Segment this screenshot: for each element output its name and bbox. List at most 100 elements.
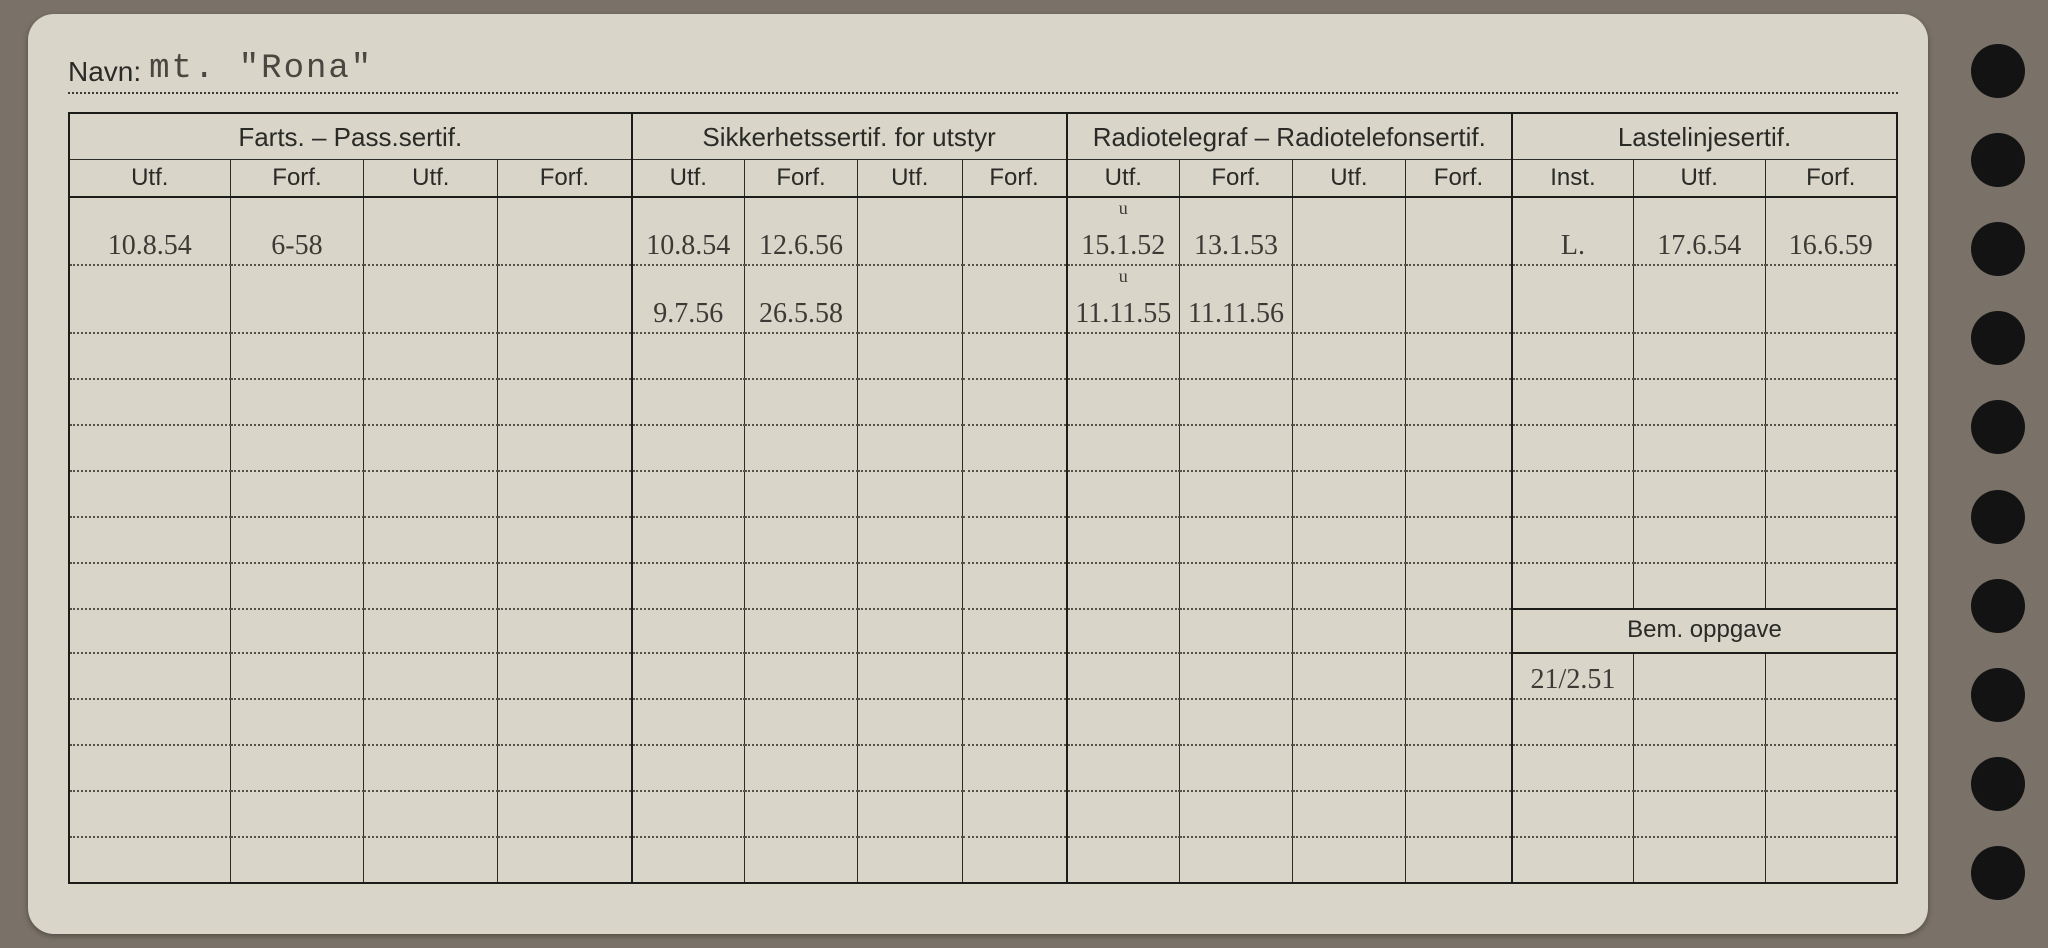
cell (1292, 379, 1405, 425)
cell (632, 471, 745, 517)
cell: 6-58 (230, 197, 364, 265)
cell (745, 563, 858, 609)
binder-hole (1971, 222, 2025, 276)
cell (745, 517, 858, 563)
cell (498, 471, 632, 517)
col-header: Forf. (230, 160, 364, 198)
cell (69, 653, 230, 699)
cell (69, 517, 230, 563)
column-header-row: Utf.Forf.Utf.Forf.Utf.Forf.Utf.Forf.Utf.… (69, 160, 1897, 198)
cell (1180, 791, 1293, 837)
cell (962, 333, 1067, 379)
cell (1405, 265, 1512, 333)
cell (1067, 471, 1180, 517)
cell (857, 563, 962, 609)
cell (1067, 791, 1180, 837)
col-header: Utf. (632, 160, 745, 198)
table-row (69, 333, 1897, 379)
section-sikkerhet: Sikkerhetssertif. for utstyr (632, 113, 1067, 160)
cell: 10.8.54 (632, 197, 745, 265)
cell (632, 653, 745, 699)
cell (1765, 517, 1897, 563)
cell (498, 425, 632, 471)
cell (1405, 197, 1512, 265)
cell (632, 609, 745, 653)
cell (69, 745, 230, 791)
cell (857, 379, 962, 425)
section-laste: Lastelinjesertif. (1512, 113, 1897, 160)
cell (1405, 563, 1512, 609)
table-row: 10.8.546-58 10.8.5412.6.56 u15.1.5213.1.… (69, 197, 1897, 265)
cell (230, 653, 364, 699)
cell (1765, 265, 1897, 333)
cell (1292, 791, 1405, 837)
cell (1633, 333, 1765, 379)
cell (857, 265, 962, 333)
cell (1067, 745, 1180, 791)
cell (1292, 471, 1405, 517)
cell: u15.1.52 (1067, 197, 1180, 265)
cell (1180, 471, 1293, 517)
cell (69, 379, 230, 425)
cell (1292, 197, 1405, 265)
cell (857, 517, 962, 563)
cell (230, 471, 364, 517)
col-header: Forf. (1180, 160, 1293, 198)
cell (230, 517, 364, 563)
cell (1292, 265, 1405, 333)
cell (364, 745, 498, 791)
cell (1180, 333, 1293, 379)
cell (69, 333, 230, 379)
cell (69, 609, 230, 653)
binder-hole (1971, 44, 2025, 98)
cell (364, 379, 498, 425)
cell (1292, 653, 1405, 699)
cell (1405, 745, 1512, 791)
cell (962, 699, 1067, 745)
cell (1633, 745, 1765, 791)
cell (498, 563, 632, 609)
cell (1405, 791, 1512, 837)
cell (1180, 745, 1293, 791)
name-label: Navn: (68, 56, 141, 88)
cell (1765, 425, 1897, 471)
binder-hole (1971, 757, 2025, 811)
cell (69, 425, 230, 471)
ledger-card: Navn: mt. "Rona" Farts. – Pass.sertif. S… (28, 14, 1928, 934)
cell (1512, 517, 1633, 563)
binder-holes (1958, 20, 2038, 928)
cell (364, 265, 498, 333)
cell (69, 791, 230, 837)
cell (1512, 563, 1633, 609)
cell (1765, 699, 1897, 745)
cell (1292, 837, 1405, 883)
cell (1292, 425, 1405, 471)
bem-header-row: Bem. oppgave (69, 609, 1897, 653)
binder-hole (1971, 490, 2025, 544)
cell (1512, 837, 1633, 883)
cell (745, 653, 858, 699)
cell (1067, 379, 1180, 425)
cell (1633, 699, 1765, 745)
cell (857, 609, 962, 653)
col-header: Utf. (1292, 160, 1405, 198)
cell (1405, 653, 1512, 699)
section-radio: Radiotelegraf – Radiotelefonsertif. (1067, 113, 1512, 160)
cell (745, 837, 858, 883)
cell (1512, 471, 1633, 517)
cell (1180, 379, 1293, 425)
cell (857, 425, 962, 471)
cell (498, 837, 632, 883)
cell (1180, 517, 1293, 563)
cell (857, 791, 962, 837)
cell (1512, 333, 1633, 379)
cell: 13.1.53 (1180, 197, 1293, 265)
cell (498, 265, 632, 333)
cell (364, 837, 498, 883)
cell (857, 745, 962, 791)
cell (1067, 563, 1180, 609)
cell (1067, 517, 1180, 563)
cell (962, 791, 1067, 837)
cell (230, 745, 364, 791)
col-header: Forf. (962, 160, 1067, 198)
